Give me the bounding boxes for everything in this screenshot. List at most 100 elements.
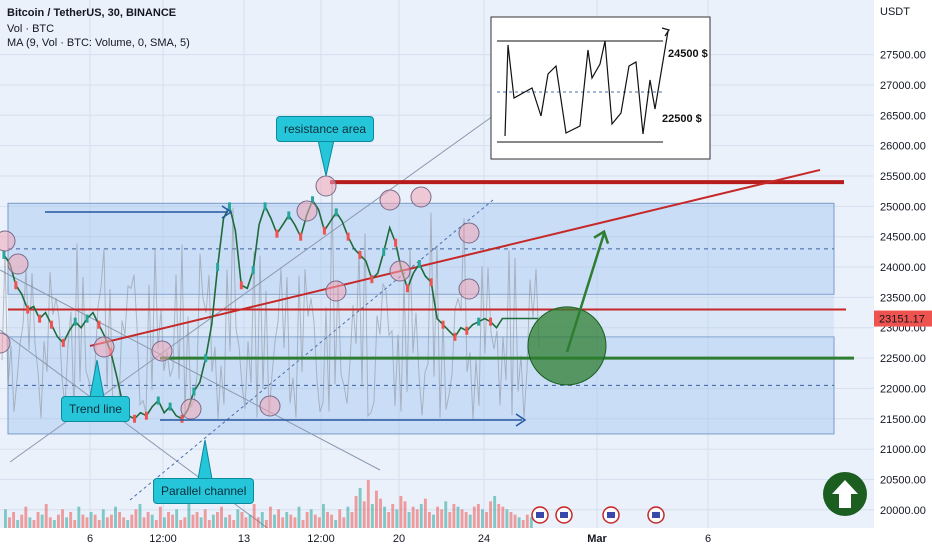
inset-upper-label: 24500 $ [668,48,708,60]
inset-lower-label: 22500 $ [662,113,702,125]
y-tick-label: 22500.00 [880,353,926,365]
volume-bar [61,509,64,528]
volume-bar [65,517,69,528]
volume-bar [419,504,423,528]
volume-bar [297,506,301,528]
candle [370,275,374,284]
volume-bar [48,517,52,528]
volume-bar [89,512,93,528]
volume-bar [440,509,444,528]
volume-bar [85,517,89,528]
volume-bar [513,514,517,528]
volume-bar [481,509,484,528]
candle [38,314,42,323]
pivot-circle [7,253,29,275]
volume-bar [105,517,109,528]
y-tick-label: 25500.00 [880,171,926,183]
candle [405,284,409,293]
volume-bar [130,514,134,528]
candle [144,411,148,420]
pivot-circle [458,278,480,300]
event-flag-icon [602,506,620,524]
volume-bar [32,520,36,528]
volume-bar [309,509,313,528]
volume-bar [305,512,309,528]
volume-bar [350,512,354,528]
trend-line-callout: Trend line [61,396,130,422]
volume-bar [179,520,183,528]
volume-bar [289,514,293,528]
volume-bar [358,488,362,528]
last-price-label: 23151.17 [879,314,925,326]
y-tick-label: 21000.00 [880,444,926,456]
volume-bar [403,501,407,528]
candle [239,281,243,290]
volume-bar [285,512,289,528]
channel-gap [8,294,834,337]
volume-bar [195,512,199,528]
event-flag-icon [647,506,665,524]
y-tick-label: 21500.00 [880,414,926,426]
candle [49,320,53,329]
candle [382,247,386,256]
y-tick-label: 24000.00 [880,262,926,274]
y-tick-label: 26500.00 [880,110,926,122]
candle [168,402,172,411]
volume-bar [203,509,207,528]
y-tick-label: 24500.00 [880,232,926,244]
arrow-head [515,413,527,427]
volume-bar [114,506,117,528]
y-axis-panel [874,0,932,550]
volume-bar [199,517,203,528]
y-tick-label: 20500.00 [880,474,926,486]
candle [489,317,493,326]
volume-bar [313,514,317,528]
volume-bar [191,514,195,528]
candle [394,238,398,247]
volume-bar [228,514,232,528]
volume-bar [16,520,20,528]
trend-line [89,168,821,347]
x-tick-label: Mar [587,533,607,545]
x-tick-label: 12:00 [149,533,177,545]
y-tick-label: 27000.00 [880,80,926,92]
pivot-circle [458,222,480,244]
pivot-circle [180,398,202,420]
volume-bar [211,514,215,528]
volume-bar [269,506,272,528]
volume-bar [334,520,338,528]
volume-bar [256,517,260,528]
y-tick-label: 22000.00 [880,383,926,395]
volume-bar [517,517,521,528]
pivot-circle [325,280,347,302]
volume-bar [77,506,81,528]
volume-bar [338,509,342,528]
volume-bar [362,501,366,528]
x-tick-label: 12:00 [307,533,335,545]
volume-bar [264,520,268,528]
y-tick-label: 20000.00 [880,505,926,517]
volume-bar [240,512,244,528]
volume-bar [36,512,40,528]
volume-bar [4,509,7,528]
pivot-circle [0,332,11,354]
candle [73,317,77,326]
candle [227,202,231,211]
y-tick-label: 25000.00 [880,201,926,213]
volume-bar [110,514,113,528]
volume-bar [187,504,191,528]
volume-bar [448,512,452,528]
up-arrow-icon[interactable] [823,472,867,516]
x-tick-label: 6 [705,533,711,545]
volume-bar [224,517,228,528]
x-tick-label: 20 [393,533,405,545]
candle [97,320,101,329]
volume-bar [52,520,56,528]
volume-bar [8,517,11,528]
volume-bar [260,512,264,528]
volume-bar [44,504,48,528]
volume-bar [93,514,97,528]
y-tick-label: 23500.00 [880,292,926,304]
pivot-circle [389,260,411,282]
